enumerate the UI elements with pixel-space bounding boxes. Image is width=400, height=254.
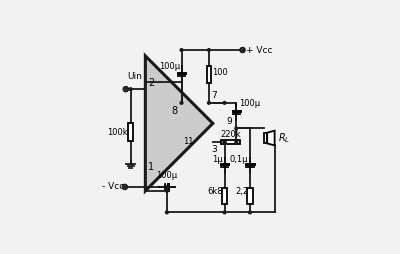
Polygon shape bbox=[267, 131, 275, 145]
Circle shape bbox=[223, 102, 226, 104]
Text: 3: 3 bbox=[211, 145, 217, 154]
Circle shape bbox=[235, 127, 238, 130]
Text: 11: 11 bbox=[183, 137, 194, 147]
Circle shape bbox=[166, 189, 168, 192]
Text: 100k: 100k bbox=[107, 128, 128, 137]
Text: 7: 7 bbox=[211, 90, 217, 100]
Text: $R_L$: $R_L$ bbox=[278, 131, 290, 145]
Bar bbox=[221, 140, 240, 144]
Text: 2,2: 2,2 bbox=[235, 187, 248, 196]
Text: 1μ: 1μ bbox=[212, 155, 223, 164]
Circle shape bbox=[223, 211, 226, 214]
Bar bbox=[206, 66, 211, 83]
Circle shape bbox=[223, 141, 226, 143]
Text: 2: 2 bbox=[148, 78, 154, 88]
Text: 6k8: 6k8 bbox=[207, 187, 223, 196]
Circle shape bbox=[208, 102, 210, 104]
Circle shape bbox=[166, 211, 168, 214]
Circle shape bbox=[180, 49, 183, 51]
Text: 8: 8 bbox=[172, 106, 178, 116]
Circle shape bbox=[235, 141, 238, 143]
Text: 100: 100 bbox=[212, 68, 228, 77]
Circle shape bbox=[240, 48, 245, 52]
Circle shape bbox=[223, 141, 226, 143]
Circle shape bbox=[180, 102, 183, 104]
Bar bbox=[222, 188, 227, 203]
Bar bbox=[128, 123, 133, 141]
Polygon shape bbox=[145, 56, 213, 191]
Text: 100μ: 100μ bbox=[239, 99, 260, 108]
Text: Uin: Uin bbox=[127, 72, 142, 81]
Circle shape bbox=[122, 185, 127, 189]
Circle shape bbox=[124, 87, 128, 91]
Text: 220k: 220k bbox=[220, 130, 241, 139]
Text: 9: 9 bbox=[227, 117, 232, 126]
Bar bbox=[264, 133, 267, 144]
Circle shape bbox=[166, 186, 168, 188]
Text: 100μ: 100μ bbox=[156, 171, 178, 180]
Bar bbox=[248, 188, 252, 203]
Text: 100μ: 100μ bbox=[160, 62, 180, 71]
Text: 0,1μ: 0,1μ bbox=[230, 155, 248, 164]
Text: 1: 1 bbox=[148, 162, 154, 172]
Circle shape bbox=[129, 88, 132, 90]
Circle shape bbox=[249, 211, 251, 214]
Circle shape bbox=[208, 49, 210, 51]
Text: + Vcc: + Vcc bbox=[246, 45, 272, 55]
Text: - Vcc: - Vcc bbox=[102, 182, 124, 192]
